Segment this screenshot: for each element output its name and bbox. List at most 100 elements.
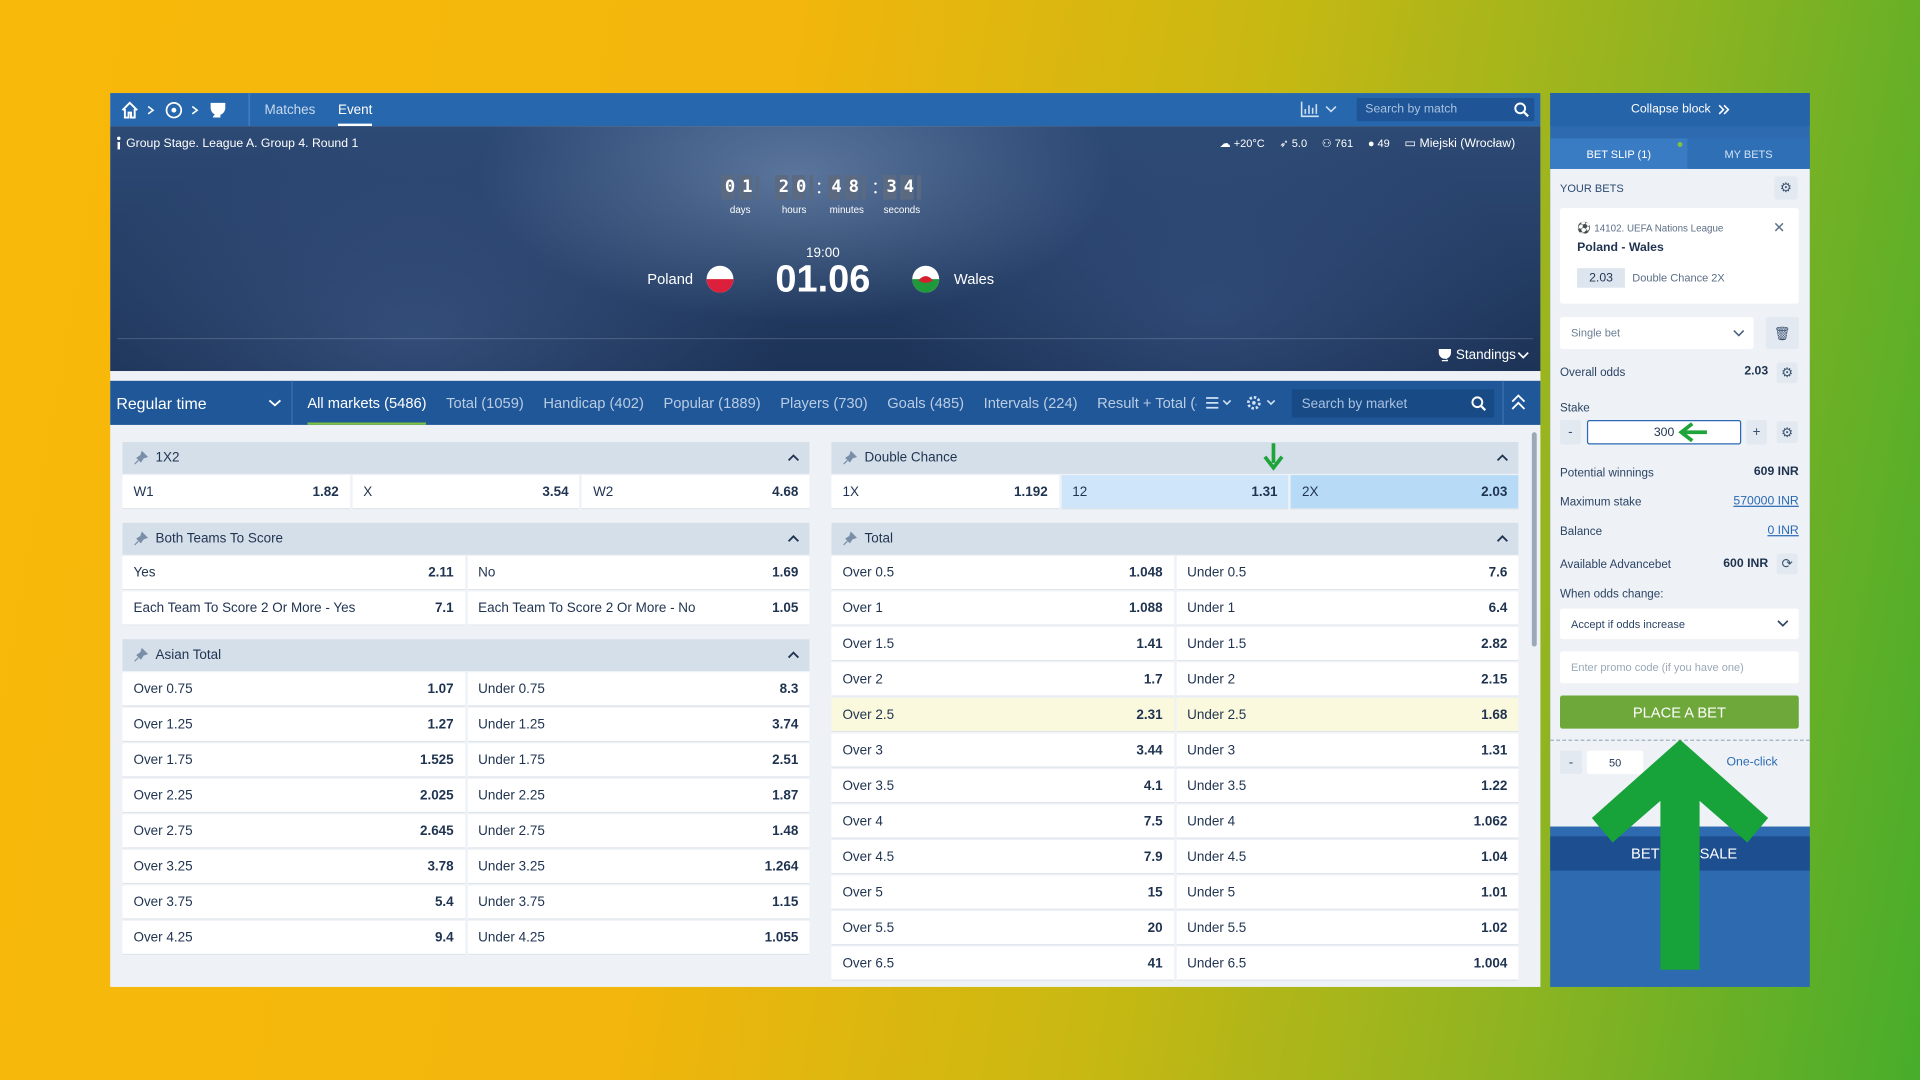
select-chevron[interactable] — [1777, 618, 1789, 628]
stake-plus[interactable]: + — [1746, 420, 1767, 445]
odds-cell[interactable]: 12 1.31 — [1061, 475, 1289, 510]
odds-cell[interactable]: X 3.54 — [352, 475, 580, 510]
place-bet-button[interactable]: PLACE A BET — [1560, 695, 1799, 729]
market-search[interactable]: Search by market — [1291, 389, 1494, 418]
odds-cell[interactable]: Over 2.75 2.645 — [122, 814, 465, 849]
info-value[interactable]: 0 INR — [1767, 524, 1799, 538]
odds-cell[interactable]: Over 2.5 2.31 — [831, 697, 1174, 733]
one-click-label[interactable]: One-click — [1726, 755, 1778, 769]
settings-button[interactable]: ⚙ — [1776, 362, 1798, 384]
odds-cell[interactable]: Over 3.25 3.78 — [122, 849, 465, 885]
market-tab[interactable]: Players (730) — [780, 394, 868, 412]
stats-icon[interactable] — [1300, 100, 1339, 118]
collapse-chevron[interactable] — [1496, 534, 1508, 544]
market-tab[interactable]: Popular (1889) — [663, 394, 761, 412]
odds-cell[interactable]: Over 3 3.44 — [831, 733, 1174, 768]
delete-button[interactable]: 🗑 — [1765, 317, 1799, 349]
odds-cell[interactable]: Under 2.25 1.87 — [467, 778, 810, 814]
banner-text[interactable]: BET — [1631, 844, 1660, 863]
bet-type-select[interactable]: Single bet — [1560, 317, 1754, 349]
odds-cell[interactable]: Over 0.5 1.048 — [831, 555, 1174, 591]
odds-cell[interactable]: Under 2.75 1.48 — [467, 814, 810, 849]
promo-input[interactable]: Enter promo code (if you have one) — [1560, 651, 1799, 684]
period-select[interactable]: Regular time — [116, 393, 207, 413]
odds-cell[interactable]: Under 0.75 8.3 — [467, 672, 810, 707]
odds-cell[interactable]: Over 2.25 2.025 — [122, 778, 465, 814]
odds-cell[interactable]: Under 2.5 1.68 — [1176, 697, 1519, 733]
breadcrumb-icons[interactable] — [120, 100, 233, 120]
banner-text[interactable]: SALE — [1699, 844, 1738, 863]
odds-cell[interactable]: Under 0.5 7.6 — [1176, 555, 1519, 591]
odds-cell[interactable]: Under 3.75 1.15 — [467, 885, 810, 920]
odds-cell[interactable]: Under 4.5 1.04 — [1176, 840, 1519, 875]
select-chevron[interactable] — [1733, 328, 1745, 338]
odds-cell[interactable]: Over 5 15 — [831, 875, 1174, 910]
odds-cell[interactable]: Under 3.25 1.264 — [467, 849, 810, 885]
market-tab[interactable]: Goals (485) — [887, 394, 965, 412]
odds-cell[interactable]: Under 3.5 1.22 — [1176, 768, 1519, 804]
odds-cell[interactable]: Under 4.25 1.055 — [467, 920, 810, 956]
odds-cell[interactable]: Over 1.75 1.525 — [122, 743, 465, 778]
odds-cell[interactable]: Over 1.25 1.27 — [122, 707, 465, 743]
odds-cell[interactable]: Over 0.75 1.07 — [122, 672, 465, 707]
remove-bet[interactable]: ✕ — [1773, 219, 1786, 237]
search-icon[interactable] — [1513, 102, 1529, 118]
odds-change-select[interactable]: Accept if odds increase — [1560, 608, 1799, 640]
market-tab[interactable]: Total (1059) — [446, 394, 524, 412]
match-search[interactable]: Search by match — [1356, 97, 1535, 122]
market-header[interactable]: Double Chance — [831, 442, 1519, 474]
one-click-input[interactable]: 50 — [1586, 750, 1644, 774]
stake-input[interactable]: 300 — [1586, 420, 1742, 445]
odds-cell[interactable]: Over 3.5 4.1 — [831, 768, 1174, 804]
odds-cell[interactable]: Under 1 6.4 — [1176, 591, 1519, 626]
odds-cell[interactable]: Under 5.5 1.02 — [1176, 911, 1519, 946]
nav-link[interactable]: Matches — [264, 102, 316, 117]
market-tab[interactable]: All markets (5486) — [307, 381, 426, 425]
odds-cell[interactable]: Under 1.75 2.51 — [467, 743, 810, 778]
odds-cell[interactable]: Under 1.5 2.82 — [1176, 626, 1519, 662]
standings-chevron[interactable] — [1517, 350, 1529, 360]
odds-cell[interactable]: Over 4.25 9.4 — [122, 920, 465, 956]
one-click-minus[interactable]: - — [1560, 750, 1583, 774]
odds-cell[interactable]: Under 5 1.01 — [1176, 875, 1519, 910]
market-tab[interactable]: Intervals (224) — [983, 394, 1078, 412]
odds-cell[interactable]: Under 4 1.062 — [1176, 804, 1519, 839]
collapse-chevron[interactable] — [787, 453, 800, 463]
odds-cell[interactable]: Over 1.5 1.41 — [831, 626, 1174, 662]
odds-cell[interactable]: Over 6.5 41 — [831, 946, 1174, 981]
odds-cell[interactable]: Under 3 1.31 — [1176, 733, 1519, 768]
slip-tab[interactable]: BET SLIP (1) — [1550, 138, 1688, 169]
info-value[interactable]: 570000 INR — [1733, 494, 1799, 509]
odds-cell[interactable]: Over 3.75 5.4 — [122, 885, 465, 920]
market-header[interactable]: Total — [831, 522, 1519, 555]
scrollbar[interactable] — [1531, 432, 1537, 647]
odds-cell[interactable]: Under 2 2.15 — [1176, 662, 1519, 697]
collapse-markets[interactable] — [1511, 394, 1526, 411]
collapse-chevron[interactable] — [1496, 453, 1508, 463]
stake-minus[interactable]: - — [1560, 420, 1581, 445]
odds-cell[interactable]: Over 1 1.088 — [831, 591, 1174, 626]
market-tab[interactable]: Handicap (402) — [543, 394, 644, 412]
market-search-icon[interactable] — [1471, 396, 1487, 412]
odds-cell[interactable]: Each Team To Score 2 Or More - Yes 7.1 — [122, 591, 465, 626]
standings-button[interactable]: Standings — [1455, 347, 1516, 363]
collapse-chevrons[interactable] — [1718, 104, 1730, 115]
odds-cell[interactable]: 2X 2.03 — [1291, 475, 1519, 510]
nav-link[interactable]: Event — [338, 93, 372, 126]
odds-cell[interactable]: Each Team To Score 2 Or More - No 1.05 — [467, 591, 810, 626]
market-tab[interactable]: Result + Total (425) — [1097, 394, 1196, 412]
odds-cell[interactable]: Yes 2.11 — [122, 555, 465, 591]
odds-cell[interactable]: W1 1.82 — [122, 475, 350, 510]
market-tools[interactable] — [1204, 394, 1285, 411]
market-header[interactable]: Both Teams To Score — [122, 522, 810, 555]
collapse-chevron[interactable] — [787, 534, 800, 544]
odds-cell[interactable]: No 1.69 — [467, 555, 810, 591]
refresh-button[interactable]: ⟳ — [1776, 553, 1798, 575]
collapse-block[interactable]: Collapse block — [1631, 102, 1711, 117]
odds-cell[interactable]: Over 4.5 7.9 — [831, 840, 1174, 875]
period-chevron[interactable] — [268, 398, 282, 408]
collapse-chevron[interactable] — [787, 650, 800, 660]
odds-cell[interactable]: Under 6.5 1.004 — [1176, 946, 1519, 981]
market-header[interactable]: Asian Total — [122, 639, 810, 672]
odds-cell[interactable]: Under 1.25 3.74 — [467, 707, 810, 743]
